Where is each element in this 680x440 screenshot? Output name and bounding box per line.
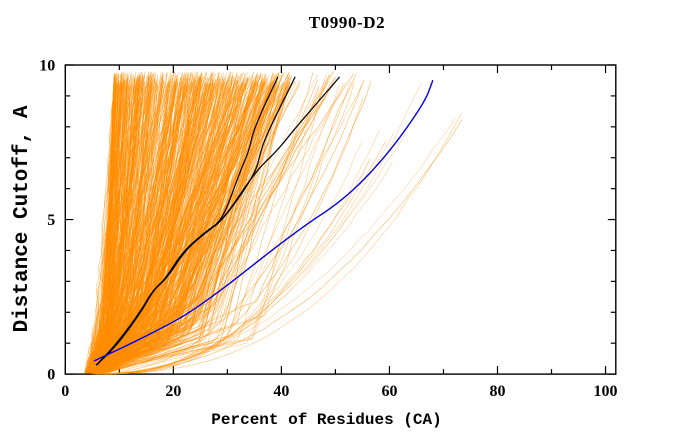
svg-text:60: 60 [381, 383, 397, 400]
svg-text:80: 80 [489, 383, 505, 400]
svg-text:40: 40 [273, 383, 289, 400]
svg-text:5: 5 [47, 212, 55, 229]
svg-text:20: 20 [165, 383, 181, 400]
svg-text:0: 0 [47, 367, 55, 384]
svg-text:0: 0 [61, 383, 69, 400]
svg-text:10: 10 [39, 58, 55, 75]
svg-text:100: 100 [594, 383, 618, 400]
